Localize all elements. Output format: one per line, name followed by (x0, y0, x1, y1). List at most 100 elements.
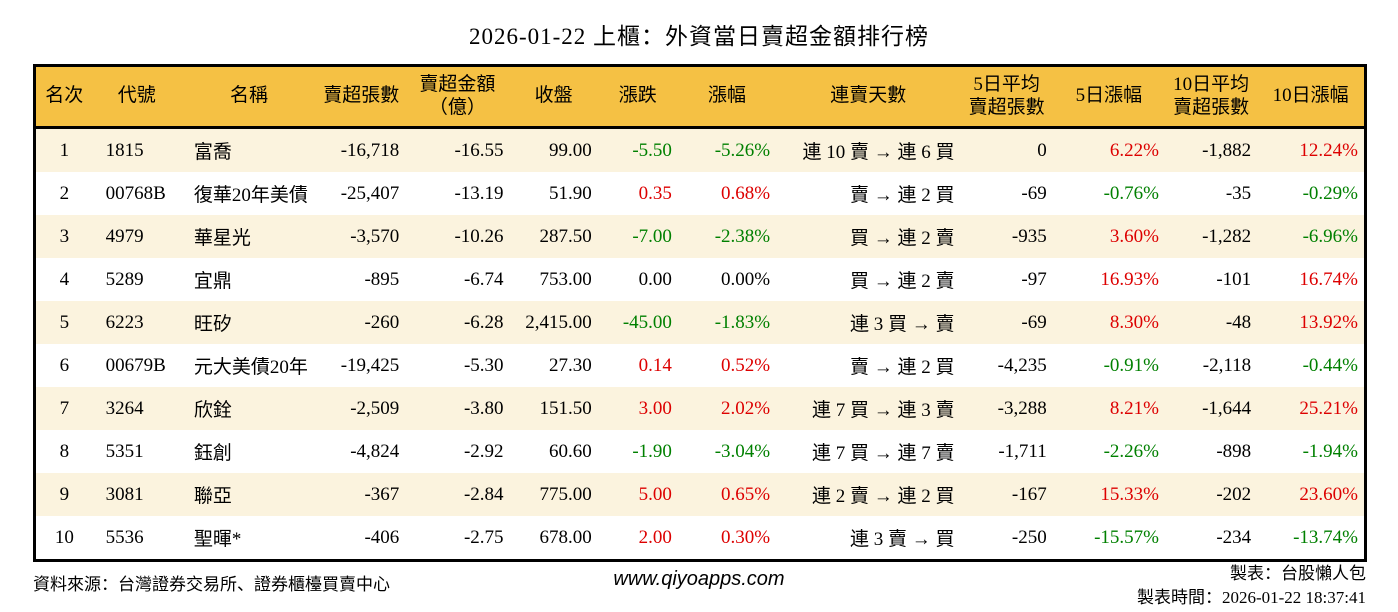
cell-code: 00768B (105, 182, 166, 204)
cell-sell_amount: -6.28 (405, 301, 510, 344)
cell-sell_volume: -895 (364, 268, 400, 290)
cell-sell_volume: -3,570 (317, 215, 406, 258)
website-url: www.qiyoapps.com (613, 568, 785, 590)
column-header-rank: 名次 (34, 65, 93, 129)
cell-avg10_volume: -2,118 (1202, 354, 1252, 376)
cell-avg10_volume: -35 (1225, 182, 1252, 204)
cell-change: -7.00 (597, 215, 678, 258)
cell-change_pct: 0.30% (721, 526, 771, 548)
cell-close: 151.50 (509, 387, 598, 430)
cell-change: 0.00 (638, 268, 672, 290)
cell-rank: 1 (34, 127, 93, 172)
cell-close: 51.90 (548, 182, 592, 204)
cell-name: 復華20年美債 (193, 185, 308, 206)
cell-sell_amount: -16.55 (405, 127, 510, 172)
column-header-close: 收盤 (509, 65, 598, 129)
column-header-sell_volume: 賣超張數 (317, 65, 406, 129)
cell-pct5: -15.57% (1094, 526, 1159, 548)
cell-sell_amount: -10.26 (405, 215, 510, 258)
cell-streak: 連 7 買 → 連 7 賣 (812, 443, 955, 464)
cell-streak: 買 → 連 2 賣 (850, 271, 955, 292)
cell-pct10: 16.74% (1299, 268, 1358, 290)
cell-sell_amount: -13.19 (454, 182, 504, 204)
cell-pct5: -0.76% (1103, 182, 1159, 204)
cell-pct5: 15.33% (1052, 473, 1165, 516)
cell-name: 宜鼎 (193, 271, 232, 292)
cell-change_pct: 2.02% (677, 387, 777, 430)
maker-label: 製表：台股懶人包 (1230, 564, 1366, 583)
cell-change: -1.90 (632, 440, 672, 462)
cell-pct5: 16.93% (1100, 268, 1159, 290)
cell-change: 2.00 (638, 526, 672, 548)
cell-name: 聖暉* (193, 529, 242, 550)
table-row: 4 5289 宜鼎 -895 -6.74 753.00 0.00 0.00% 買 → 連 2 賣… (35, 258, 1366, 301)
column-header-streak: 連賣天數 (776, 65, 961, 129)
cell-streak: 連 3 賣 → 買 (850, 529, 955, 550)
cell-code: 3264 (92, 387, 181, 430)
data-source-note: 資料來源：台灣證券交易所、證券櫃檯買賣中心 (33, 575, 390, 594)
cell-streak: 連 2 賣 → 連 2 買 (776, 473, 961, 516)
cell-code: 4979 (92, 215, 181, 258)
cell-sell_volume: -4,824 (350, 440, 400, 462)
table-row: 10 5536 聖暉* -406 -2.75 678.00 2.00 0.30% 連 3 賣 →… (35, 516, 1366, 561)
cell-sell_volume: -2,509 (317, 387, 406, 430)
cell-rank: 2 (59, 182, 70, 204)
cell-avg5_volume: -69 (960, 301, 1053, 344)
cell-avg10_volume: -48 (1164, 301, 1258, 344)
column-header-pct5: 5日漲幅 (1052, 65, 1165, 129)
cell-change_pct: -1.83% (677, 301, 777, 344)
table-row: 6 00679B 元大美債20年 -19,425 -5.30 27.30 0.14 0.52%… (35, 344, 1366, 387)
cell-streak: 賣 → 連 2 買 (850, 185, 955, 206)
cell-name: 鈺創 (193, 443, 232, 464)
cell-code: 5289 (105, 268, 144, 290)
cell-rank: 5 (34, 301, 93, 344)
cell-pct10: 23.60% (1257, 473, 1366, 516)
cell-streak: 連 3 買 → 賣 (776, 301, 961, 344)
cell-sell_volume: -16,718 (317, 127, 406, 172)
cell-streak: 連 7 買 → 連 3 賣 (776, 387, 961, 430)
cell-close: 99.00 (509, 127, 598, 172)
cell-name: 欣銓 (180, 387, 318, 430)
header-row: 名次 代號 名稱 賣超張數 賣超金額 （億） 收盤 漲跌 漲幅 連賣天數 5日平均 賣超張數 5日漲… (34, 65, 1366, 129)
cell-name: 富喬 (180, 127, 318, 172)
column-header-avg10_volume: 10日平均 賣超張數 (1164, 65, 1258, 129)
cell-avg10_volume: -234 (1216, 526, 1252, 548)
cell-name: 華星光 (180, 215, 318, 258)
cell-code: 6223 (92, 301, 181, 344)
cell-close: 287.50 (509, 215, 598, 258)
table-row: 9 3081 聯亞 -367 -2.84 775.00 5.00 0.65% 連 2 賣 → 連… (34, 473, 1366, 516)
cell-change: 3.00 (597, 387, 678, 430)
cell-rank: 8 (59, 440, 70, 462)
table-row: 5 6223 旺矽 -260 -6.28 2,415.00 -45.00 -1.83% 連 3 … (34, 301, 1366, 344)
cell-change: -5.50 (597, 127, 678, 172)
table-body: 1 1815 富喬 -16,718 -16.55 99.00 -5.50 -5.26% 連 10… (34, 127, 1366, 561)
cell-avg5_volume: -3,288 (960, 387, 1053, 430)
cell-sell_amount: -3.80 (405, 387, 510, 430)
cell-avg5_volume: -167 (960, 473, 1053, 516)
cell-sell_amount: -2.75 (463, 526, 504, 548)
cell-name: 聯亞 (180, 473, 318, 516)
foreign-net-sell-ranking-table: 名次 代號 名稱 賣超張數 賣超金額 （億） 收盤 漲跌 漲幅 連賣天數 5日平均 賣超張數 5日漲… (33, 64, 1367, 562)
cell-code: 1815 (92, 127, 181, 172)
cell-change_pct: 0.00% (721, 268, 771, 290)
cell-pct10: -0.44% (1302, 354, 1358, 376)
cell-avg10_volume: -1,644 (1164, 387, 1258, 430)
cell-sell_volume: -19,425 (340, 354, 400, 376)
cell-pct10: -1.94% (1302, 440, 1358, 462)
cell-change_pct: -5.26% (677, 127, 777, 172)
cell-sell_amount: -2.92 (463, 440, 504, 462)
cell-close: 60.60 (548, 440, 592, 462)
cell-avg5_volume: 0 (960, 127, 1053, 172)
cell-rank: 10 (54, 526, 74, 548)
cell-pct5: 3.60% (1052, 215, 1165, 258)
cell-pct5: 8.30% (1052, 301, 1165, 344)
cell-name: 旺矽 (180, 301, 318, 344)
cell-rank: 7 (34, 387, 93, 430)
column-header-change_pct: 漲幅 (677, 65, 777, 129)
cell-avg5_volume: -935 (960, 215, 1053, 258)
column-header-change: 漲跌 (597, 65, 678, 129)
cell-close: 678.00 (539, 526, 592, 548)
cell-pct10: -13.74% (1293, 526, 1358, 548)
cell-pct10: -6.96% (1257, 215, 1366, 258)
